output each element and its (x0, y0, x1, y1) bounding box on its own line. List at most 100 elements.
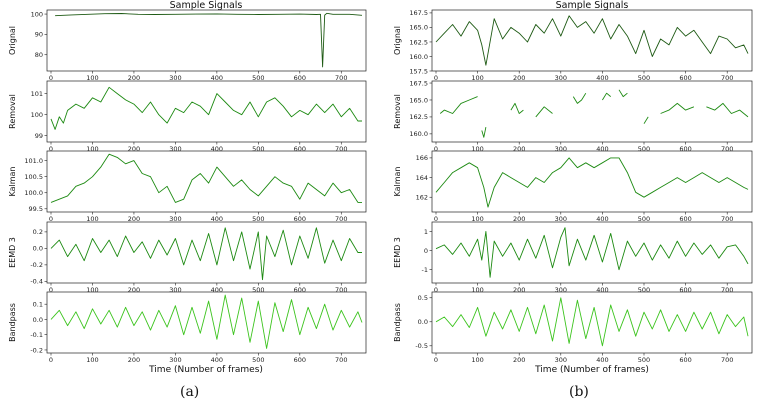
y-tick-label: 166 (416, 154, 428, 162)
x-tick-label: 100 (86, 215, 98, 223)
y-tick-label: 0.0 (33, 245, 43, 253)
panel-a-4: 0 100 200 300 400 500 600 700 -0.4 -0.2 0.0 0.2 EEMD… (8, 221, 367, 294)
signal-line-b-2-3 (535, 106, 553, 118)
x-tick-label: 400 (211, 145, 223, 153)
x-tick-label: 500 (252, 145, 264, 153)
x-tick-label: 200 (513, 286, 525, 294)
signal-line-b-2-8 (660, 102, 695, 114)
x-tick-label: 700 (335, 145, 347, 153)
y-tick-label: 0.5 (418, 294, 428, 302)
x-tick-label: 0 (49, 74, 53, 82)
x-tick-label: 500 (638, 215, 650, 223)
panel-a-5: 0 100 200 300 400 500 600 700 -0.2 -0.1 0.0 0.1 Band… (8, 291, 367, 364)
y-tick-label: 162.5 (409, 113, 428, 121)
signal-line-b-2-1 (481, 127, 487, 138)
x-tick-label: 300 (555, 286, 567, 294)
x-tick-label: 400 (211, 74, 223, 82)
x-tick-label: 700 (335, 215, 347, 223)
panel-b-4: 0 100 200 300 400 500 600 700 -1 0 1 EEMD 3 (393, 221, 753, 294)
x-tick-label: 0 (434, 74, 438, 82)
signal-line-b-1-0 (435, 15, 749, 66)
signal-line-b-2-7 (643, 116, 649, 124)
x-tick-label: 300 (555, 356, 567, 364)
x-tick-label: 100 (471, 286, 483, 294)
x-tick-label: 500 (252, 215, 264, 223)
x-tick-label: 400 (211, 286, 223, 294)
figure-title: Sample Signals (556, 0, 629, 11)
x-tick-label: 100 (471, 74, 483, 82)
axes-frame (431, 221, 753, 284)
y-tick-label: 160.0 (409, 53, 428, 61)
signal-line-b-5-0 (435, 297, 749, 347)
x-tick-label: 0 (434, 286, 438, 294)
y-axis-label: Orignal (393, 26, 402, 55)
panel-a-3: 0 100 200 300 400 500 600 700 99.5 100.0 100.5 101.… (8, 150, 367, 223)
y-tick-label: 165.0 (409, 24, 428, 32)
x-tick-label: 100 (86, 74, 98, 82)
x-tick-label: 0 (49, 145, 53, 153)
x-tick-label: 600 (294, 286, 306, 294)
y-tick-label: -0.2 (30, 261, 43, 269)
x-tick-label: 400 (211, 215, 223, 223)
y-axis-label: Bandpass (393, 303, 402, 342)
x-tick-label: 400 (596, 74, 608, 82)
axes-frame (46, 150, 367, 213)
x-tick-label: 400 (211, 356, 223, 364)
axes-frame (431, 291, 753, 354)
signal-line-a-2-0 (50, 86, 362, 130)
signal-line-a-1-0 (55, 12, 363, 68)
x-tick-label: 200 (128, 286, 140, 294)
panel-b-5: 0 100 200 300 400 500 600 700 -0.5 0.0 0.5 Bandpass (393, 291, 753, 364)
x-tick-label: 200 (128, 74, 140, 82)
y-tick-label: 0.2 (33, 228, 43, 236)
signal-line-a-3-0 (50, 153, 362, 203)
y-tick-label: 101.0 (24, 157, 43, 165)
x-tick-label: 600 (294, 356, 306, 364)
x-tick-label: 100 (471, 215, 483, 223)
x-tick-label: 500 (638, 356, 650, 364)
panel-b-3: 0 100 200 300 400 500 600 700 162 164 166 Kalman (393, 150, 753, 223)
x-tick-label: 300 (555, 74, 567, 82)
signal-line-b-2-6 (618, 89, 628, 98)
y-tick-label: 0.0 (33, 316, 43, 324)
axes-frame (46, 80, 367, 143)
axes-frame (431, 9, 753, 72)
y-axis-label: Kalman (393, 167, 402, 197)
y-axis-label: EEMD 3 (393, 237, 402, 268)
x-tick-label: 200 (513, 74, 525, 82)
signal-line-b-2-9 (706, 102, 749, 118)
y-tick-label: -0.4 (30, 278, 43, 286)
y-tick-label: 162 (416, 194, 428, 202)
y-tick-label: 99.5 (29, 205, 43, 213)
y-axis-label: EEMD 3 (8, 237, 17, 268)
x-tick-label: 700 (721, 145, 733, 153)
x-tick-label: 600 (679, 215, 691, 223)
signal-line-b-4-0 (435, 227, 749, 278)
caption-a: (a) (180, 384, 200, 400)
x-tick-label: 700 (335, 74, 347, 82)
x-tick-label: 500 (252, 356, 264, 364)
x-tick-label: 200 (128, 215, 140, 223)
x-tick-label: 400 (596, 356, 608, 364)
x-tick-label: 100 (471, 356, 483, 364)
x-axis-label: Time (Number of frames) (534, 365, 649, 375)
x-tick-label: 0 (49, 286, 53, 294)
axes-frame (431, 80, 753, 143)
x-tick-label: 200 (513, 356, 525, 364)
x-tick-label: 700 (335, 356, 347, 364)
panel-b-1: 0 100 200 300 400 500 600 700 157.5 160.0 162.5 165… (393, 9, 753, 82)
y-tick-label: 0.0 (418, 318, 428, 326)
x-axis-label: Time (Number of frames) (148, 365, 263, 375)
x-tick-label: 0 (434, 215, 438, 223)
x-tick-label: 300 (169, 215, 181, 223)
y-tick-label: 80 (35, 51, 43, 59)
y-axis-label: Orignal (8, 26, 17, 55)
x-tick-label: 500 (252, 286, 264, 294)
signal-line-b-2-4 (572, 92, 587, 104)
y-tick-label: 100.0 (24, 189, 43, 197)
signal-line-b-3-0 (435, 157, 749, 208)
x-tick-label: 600 (679, 286, 691, 294)
x-tick-label: 500 (638, 74, 650, 82)
x-tick-label: 700 (721, 356, 733, 364)
